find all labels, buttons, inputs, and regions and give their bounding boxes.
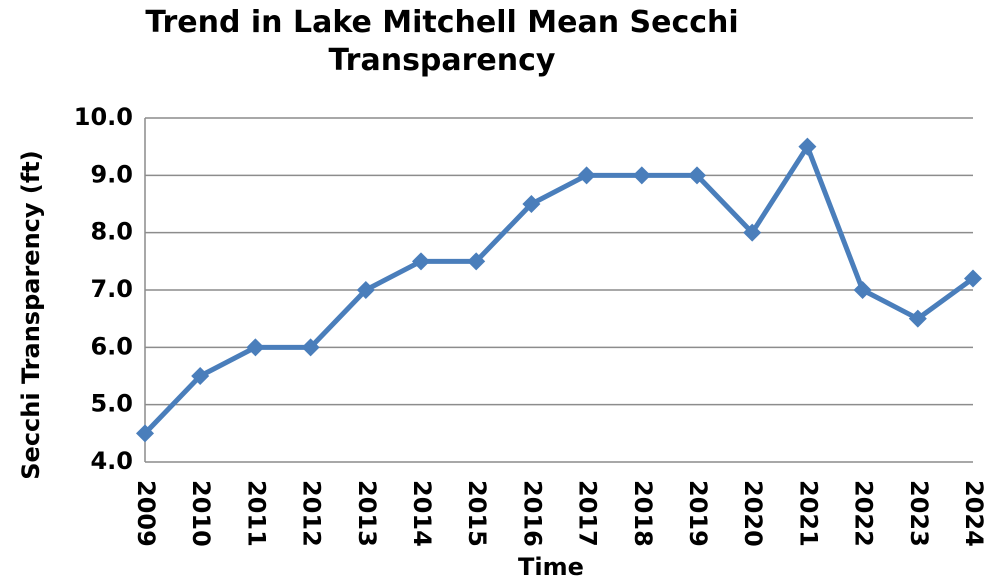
marker — [964, 269, 982, 288]
x-tick-label: 2014 — [408, 480, 436, 547]
marker — [356, 281, 375, 299]
x-tick-label: 2018 — [629, 480, 657, 547]
x-tick-label: 2009 — [132, 480, 160, 547]
x-tick-label: 2017 — [574, 480, 602, 547]
y-tick-label: 7.0 — [90, 275, 133, 303]
marker — [522, 195, 541, 213]
x-axis-label: Time — [518, 553, 584, 581]
marker — [577, 166, 596, 185]
marker — [908, 309, 927, 328]
x-tick-label: 2024 — [960, 480, 985, 547]
y-axis-label: Secchi Transparency (ft) — [17, 150, 45, 479]
x-tick-label: 2021 — [794, 480, 822, 547]
marker — [467, 252, 486, 271]
marker — [412, 252, 430, 271]
x-tick-label: 2022 — [850, 480, 878, 547]
x-tick-label: 2012 — [298, 480, 326, 547]
marker — [191, 367, 210, 385]
y-tick-label: 4.0 — [90, 447, 133, 475]
x-tick-label: 2010 — [187, 480, 215, 547]
marker — [853, 281, 872, 299]
marker — [246, 338, 265, 357]
x-tick-label: 2013 — [353, 480, 381, 547]
marker — [136, 424, 154, 443]
x-tick-label: 2011 — [242, 480, 270, 547]
marker — [743, 223, 762, 242]
x-tick-label: 2016 — [518, 480, 546, 547]
chart-title: Trend in Lake Mitchell Mean Secchi Trans… — [145, 5, 739, 78]
marker — [301, 338, 320, 357]
marker — [632, 166, 651, 185]
x-tick-label: 2020 — [739, 480, 767, 547]
series-line — [143, 144, 975, 436]
y-tick-label: 5.0 — [90, 390, 133, 418]
marker — [688, 166, 706, 185]
marker — [798, 137, 817, 156]
x-tick-label: 2019 — [684, 480, 712, 547]
y-tick-label: 8.0 — [90, 218, 133, 246]
y-tick-label: 6.0 — [90, 332, 133, 360]
y-tick-label: 9.0 — [90, 160, 133, 188]
x-tick-label: 2023 — [905, 480, 933, 547]
x-tick-label: 2015 — [463, 480, 491, 547]
y-tick-label: 10.0 — [74, 103, 133, 131]
